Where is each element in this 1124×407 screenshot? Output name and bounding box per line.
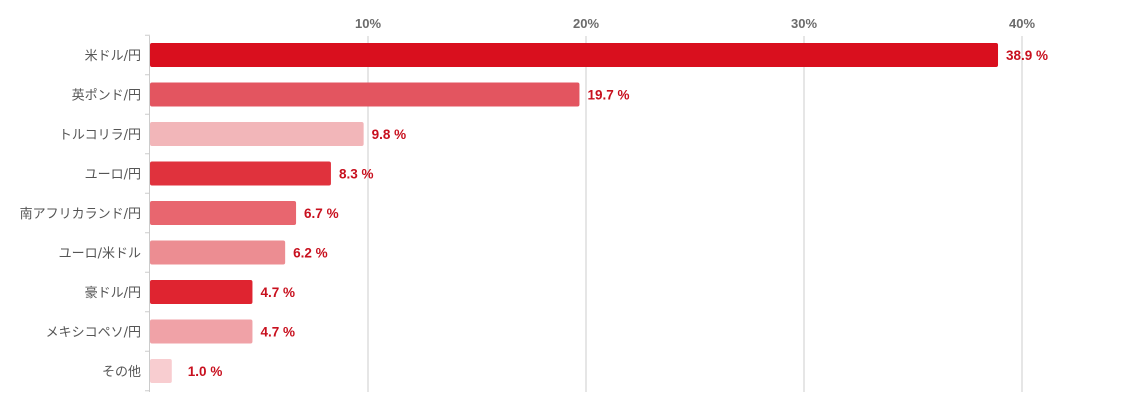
value-label: 6.7 % [304,206,339,221]
category-label: 豪ドル/円 [85,285,141,301]
bar [150,319,253,344]
x-tick-label: 10% [355,16,381,31]
bar [150,43,999,67]
value-label: 4.7 % [260,285,295,300]
category-label: メキシコペソ/円 [46,326,141,341]
category-label: 米ドル/円 [85,49,141,64]
category-label: その他 [102,365,141,380]
x-tick-label: 30% [791,16,817,31]
x-tick-label: 20% [573,16,599,31]
value-label: 6.2 % [293,246,328,261]
bar [150,161,331,186]
value-label: 8.3 % [339,167,374,182]
bar [150,280,253,304]
bar [150,359,172,383]
bar [150,82,580,107]
category-label: 英ポンド/円 [72,89,141,104]
value-label: 19.7 % [587,88,629,103]
value-label: 38.9 % [1006,48,1048,63]
bar [150,201,297,225]
category-label: ユーロ/米ドル [59,247,141,262]
value-label: 1.0 % [188,364,223,379]
bar [150,240,286,265]
category-label: ユーロ/円 [85,168,141,183]
category-label: トルコリラ/円 [59,128,141,143]
value-label: 9.8 % [372,127,407,142]
bar [150,122,364,146]
value-label: 4.7 % [260,325,295,340]
category-label: 南アフリカランド/円 [20,206,141,222]
x-tick-label: 40% [1009,16,1035,31]
